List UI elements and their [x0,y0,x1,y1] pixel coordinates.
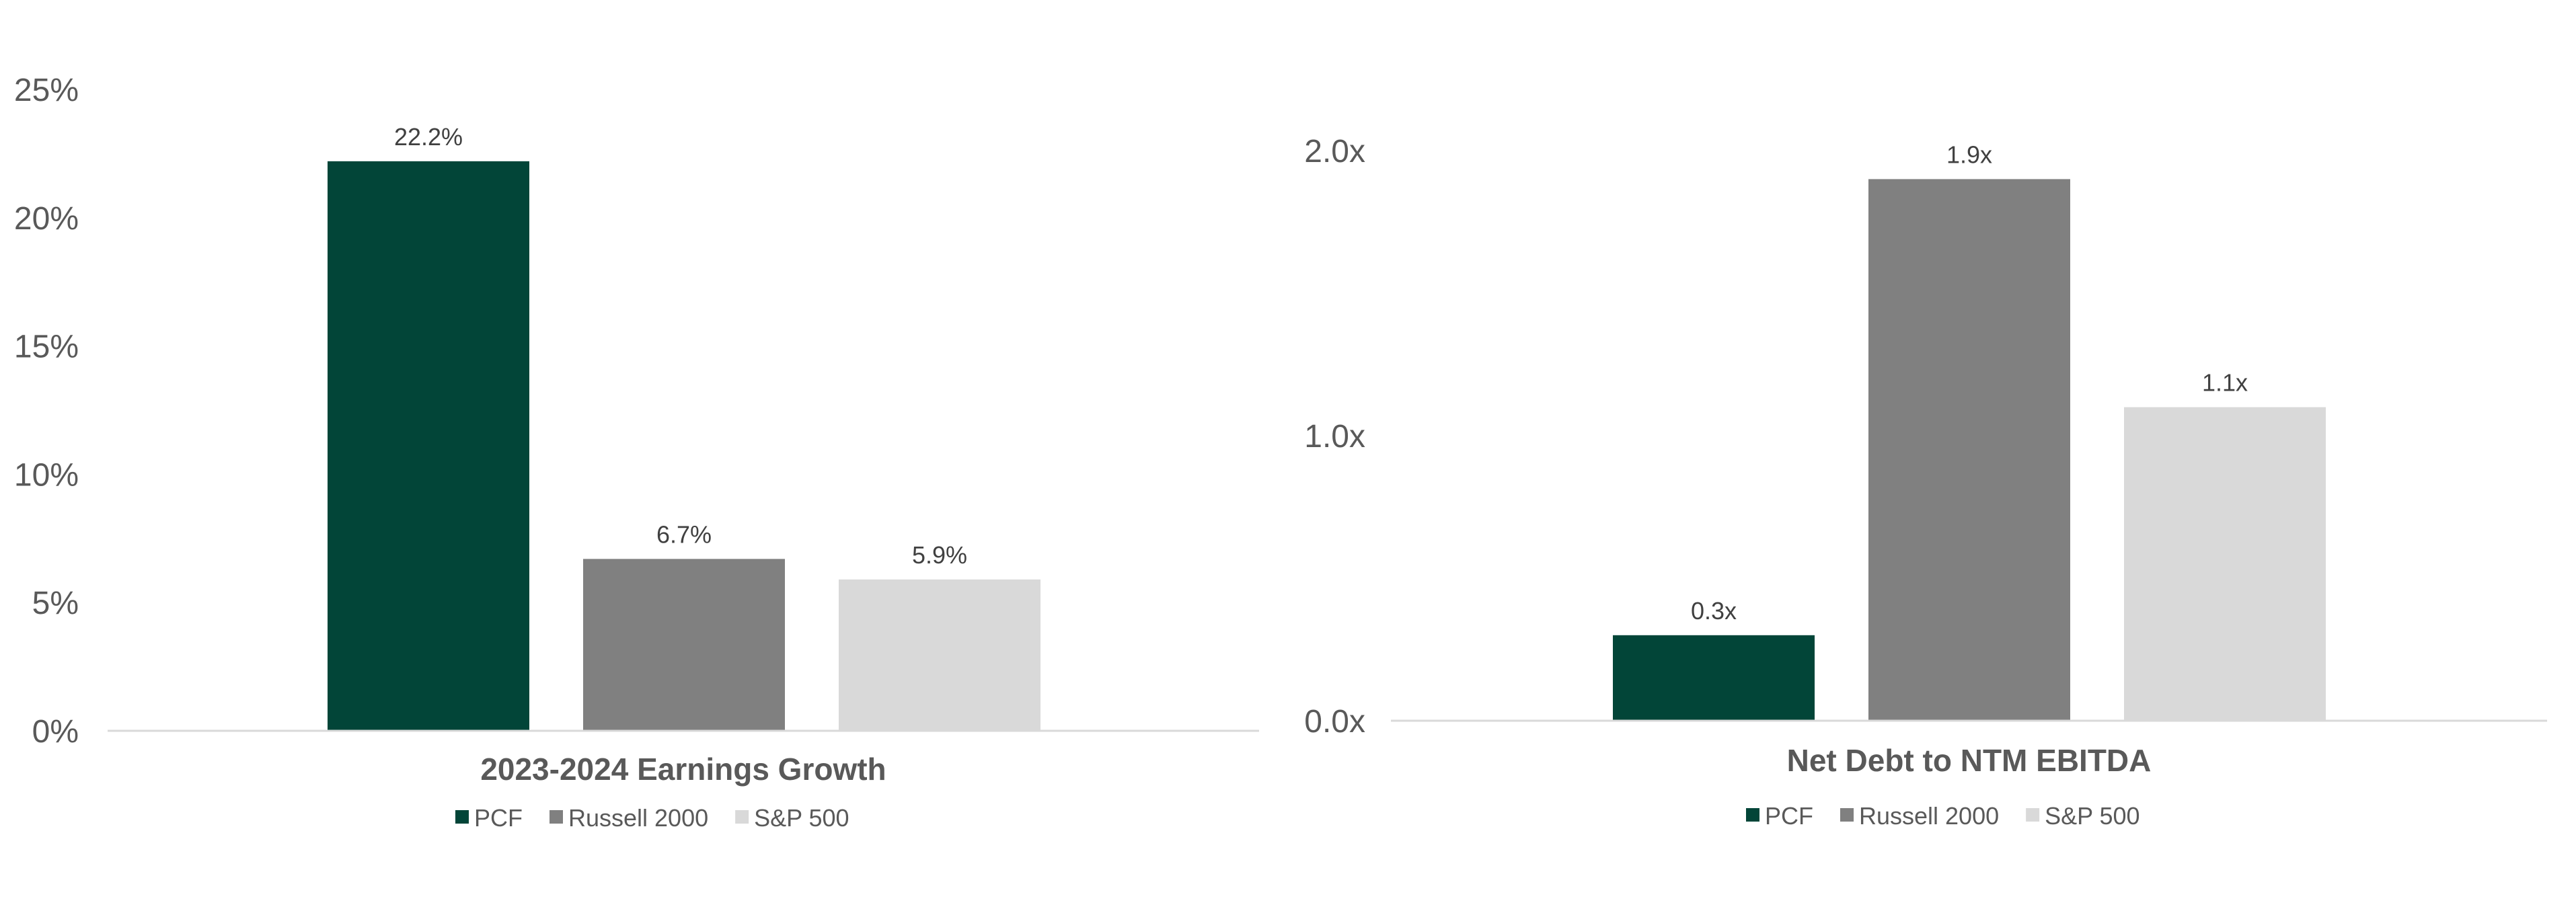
y-tick-label: 10% [14,457,79,493]
legend-swatch-russell-2000 [550,810,563,824]
chart-title: 2023-2024 Earnings Growth [480,752,886,787]
y-tick-label: 5% [32,586,79,621]
y-tick-label: 2.0x [1304,134,1365,169]
data-label-s-p-500: 1.1x [2202,369,2248,397]
legend-label-s-p-500: S&P 500 [754,804,849,832]
data-label-pcf: 0.3x [1691,597,1737,625]
y-tick-label: 20% [14,201,79,237]
bar-pcf [328,161,529,731]
earnings-growth-chart: 0% 5% 10% 15% 20% 25% 22.2% 6.7% 5.9% 2023-2024 E… [14,73,1259,832]
y-tick-label: 0% [32,714,79,750]
legend-item-russell-2000: Russell 2000 [1840,802,1999,830]
bar-pcf [1613,635,1815,721]
legend-swatch-s-p-500 [2026,808,2040,822]
data-label-russell-2000: 1.9x [1946,141,1992,168]
legend-label-pcf: PCF [1765,802,1813,830]
legend: PCF Russell 2000 S&P 500 [1746,802,2140,830]
bar-russell-2000 [1868,179,2070,721]
legend-item-s-p-500: S&P 500 [735,804,849,832]
legend-label-russell-2000: Russell 2000 [1859,802,1999,830]
legend-swatch-pcf [1746,808,1759,822]
legend-label-pcf: PCF [474,804,523,832]
legend-swatch-russell-2000 [1840,808,1854,822]
y-tick-label: 25% [14,73,79,108]
legend-swatch-s-p-500 [735,810,749,824]
bar-s-p-500 [2124,407,2326,721]
legend-label-s-p-500: S&P 500 [2045,802,2139,830]
data-label-russell-2000: 6.7% [656,520,712,548]
legend-item-pcf: PCF [455,804,523,832]
data-label-s-p-500: 5.9% [912,541,967,569]
data-label-pcf: 22.2% [394,123,463,151]
chart-title: Net Debt to NTM EBITDA [1787,743,2152,778]
legend-item-pcf: PCF [1746,802,1813,830]
legend: PCF Russell 2000 S&P 500 [455,804,849,832]
legend-item-s-p-500: S&P 500 [2026,802,2140,830]
y-tick-label: 1.0x [1304,419,1365,454]
y-tick-label: 0.0x [1304,704,1365,740]
net-debt-chart: 0.0x 1.0x 2.0x 0.3x 1.9x 1.1x Net Debt to NTM … [1304,134,2547,830]
legend-swatch-pcf [455,810,469,824]
legend-item-russell-2000: Russell 2000 [550,804,708,832]
bar-russell-2000 [583,559,785,731]
y-tick-label: 15% [14,329,79,365]
legend-label-russell-2000: Russell 2000 [568,804,708,832]
bar-s-p-500 [839,579,1040,731]
